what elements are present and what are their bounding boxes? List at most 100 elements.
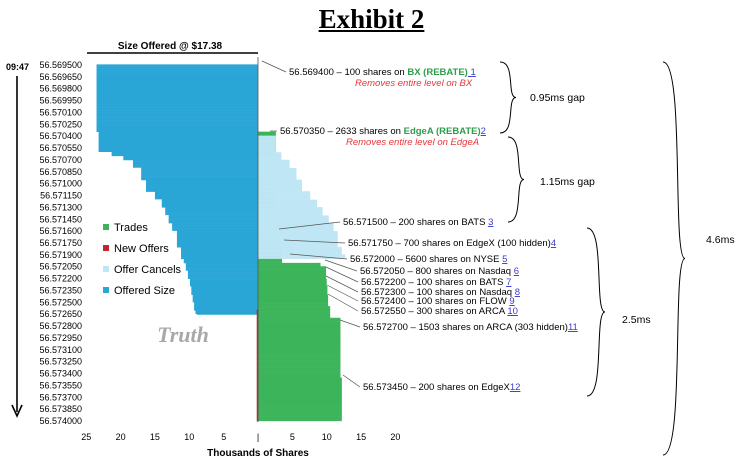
axes-layer: 56.569500 56.569650 56.569800 56.569950 56.5… bbox=[11, 52, 400, 442]
y-tick-label: 56.573700 bbox=[39, 392, 82, 402]
bracket-label: 2.5ms bbox=[622, 314, 651, 326]
y-tick-label: 56.571150 bbox=[40, 191, 82, 201]
y-tick-label: 56.573250 bbox=[39, 357, 82, 367]
y-tick-label: 56.572050 bbox=[39, 262, 82, 272]
annotation-leader bbox=[325, 275, 359, 293]
annotation-part[interactable]: 3 bbox=[488, 217, 493, 228]
annotation-leader bbox=[283, 239, 346, 244]
annotation-part[interactable]: 2 bbox=[481, 126, 486, 137]
y-tick-label: 56.569950 bbox=[39, 96, 82, 106]
annotation-part: 56.572400 – 100 shares on FLOW bbox=[361, 296, 509, 307]
annotation-leader bbox=[339, 319, 361, 328]
annotation-leader bbox=[324, 259, 358, 272]
y-tick-label: 56.571600 bbox=[39, 226, 82, 236]
bracket-brace bbox=[586, 227, 606, 397]
bars-layer bbox=[96, 64, 346, 422]
annotation-leader bbox=[342, 374, 361, 388]
annotation-text: 56.572200 – 100 shares on BATS 7 bbox=[361, 277, 511, 288]
annotation-part: 56.569400 – 100 shares on bbox=[289, 67, 407, 78]
annotation-text: 56.572400 – 100 shares on FLOW 9 bbox=[361, 296, 515, 307]
annotation-part: BX (REBATE) bbox=[407, 67, 468, 78]
x-tick-label: 15 bbox=[356, 432, 366, 442]
bracket-brace bbox=[662, 61, 686, 456]
annotation-leader bbox=[278, 221, 341, 230]
annotation-text: 56.569400 – 100 shares on BX (REBATE) 1 bbox=[289, 67, 476, 78]
annotation-part: 56.572550 – 300 shares on ARCA bbox=[361, 306, 507, 317]
annotation-part: 56.572300 – 100 shares on Nasdaq bbox=[361, 287, 515, 298]
y-tick-label: 56.571450 bbox=[39, 214, 82, 224]
x-tick-label: 5 bbox=[221, 432, 226, 442]
legend-label: Offer Cancels bbox=[114, 264, 182, 276]
y-tick-label: 56.569800 bbox=[39, 84, 82, 94]
x-tick-label: 10 bbox=[184, 432, 194, 442]
annotation-part[interactable]: 8 bbox=[515, 287, 520, 298]
annotation-leader bbox=[289, 253, 348, 260]
y-tick-label: 56.573850 bbox=[39, 404, 82, 414]
annotation-text: 56.572300 – 100 shares on Nasdaq 8 bbox=[361, 287, 520, 298]
bracket-brace bbox=[507, 136, 525, 223]
brackets-layer: 0.95ms gap 1.15ms gap 2.5ms 4.6ms bbox=[499, 61, 735, 456]
annotation-text: 56.572050 – 800 shares on Nasdaq 6 bbox=[360, 266, 519, 277]
bracket-brace bbox=[499, 61, 517, 134]
x-tick-label: 25 bbox=[81, 432, 91, 442]
annotation-text: 56.572550 – 300 shares on ARCA 10 bbox=[361, 306, 518, 317]
x-tick-label: 15 bbox=[150, 432, 160, 442]
annotation-part[interactable]: 10 bbox=[507, 306, 518, 317]
y-tick-label: 56.570850 bbox=[39, 167, 82, 177]
annotation-part[interactable]: 1 bbox=[468, 67, 476, 78]
y-tick-label: 56.572800 bbox=[39, 321, 82, 331]
y-tick-label: 56.570700 bbox=[39, 155, 82, 165]
y-tick-label: 56.570250 bbox=[39, 119, 82, 129]
y-tick-label: 56.571300 bbox=[39, 202, 82, 212]
legend-label: Offered Size bbox=[114, 285, 175, 297]
annotation-leader bbox=[325, 266, 359, 283]
annotation-text: 56.573450 – 200 shares on EdgeX12 bbox=[363, 382, 520, 393]
legend: Trades New Offers Offer Cancels Offered Siz… bbox=[103, 222, 182, 297]
y-tick-label: 56.573550 bbox=[39, 380, 82, 390]
legend-swatch bbox=[103, 245, 109, 251]
y-tick-label: 56.572500 bbox=[39, 297, 82, 307]
annotation-leader bbox=[326, 284, 359, 302]
annotation-text: 56.570350 – 2633 shares on EdgeA (REBATE… bbox=[280, 126, 486, 137]
y-tick-label: 56.574000 bbox=[39, 416, 82, 426]
time-arrow-head bbox=[11, 404, 23, 418]
x-tick-label: 20 bbox=[390, 432, 400, 442]
annotation-leader bbox=[261, 60, 287, 73]
annotation-part: 56.570350 – 2633 shares on bbox=[280, 126, 404, 137]
y-tick-label: 56.572950 bbox=[39, 333, 82, 343]
annotation-text: 56.571750 – 700 shares on EdgeX (100 hid… bbox=[348, 238, 556, 249]
y-tick-label: 56.572350 bbox=[39, 286, 82, 296]
annotation-text: 56.572000 – 5600 shares on NYSE 5 bbox=[350, 254, 507, 265]
annotation-text: 56.571500 – 200 shares on BATS 3 bbox=[343, 217, 493, 228]
y-tick-label: 56.570100 bbox=[39, 108, 82, 118]
x-tick-label: | bbox=[257, 432, 259, 442]
y-tick-label: 56.569650 bbox=[39, 72, 82, 82]
annotation-part[interactable]: 6 bbox=[514, 266, 519, 277]
annotation-subtext: Removes entire level on EdgeA bbox=[346, 137, 479, 148]
legend-label: Trades bbox=[114, 222, 148, 234]
exhibit-title: Exhibit 2 bbox=[318, 4, 425, 34]
watermark-truth: Truth bbox=[157, 322, 209, 347]
y-tick-label: 56.573400 bbox=[39, 369, 82, 379]
annotation-part[interactable]: 7 bbox=[506, 277, 511, 288]
x-axis-label: Thousands of Shares bbox=[207, 448, 309, 459]
y-tick-label: 56.571750 bbox=[39, 238, 82, 248]
y-tick-label: 56.569500 bbox=[39, 60, 82, 70]
annotation-part[interactable]: 11 bbox=[568, 322, 578, 333]
y-tick-label: 56.573100 bbox=[39, 345, 82, 355]
y-tick-label: 56.572200 bbox=[39, 274, 82, 284]
annotation-part[interactable]: 4 bbox=[551, 238, 556, 249]
annotation-part: 56.571750 – 700 shares on EdgeX (100 hid… bbox=[348, 238, 551, 249]
y-tick-label: 56.571900 bbox=[39, 250, 82, 260]
legend-swatch bbox=[103, 224, 109, 230]
legend-swatch bbox=[103, 266, 109, 272]
annotation-text: 56.572700 – 1503 shares on ARCA (303 hid… bbox=[363, 322, 578, 333]
annotation-part[interactable]: 5 bbox=[502, 254, 507, 265]
legend-swatch bbox=[103, 287, 109, 293]
annotation-part: 56.572000 – 5600 shares on NYSE bbox=[350, 254, 502, 265]
annotation-part[interactable]: 9 bbox=[509, 296, 514, 307]
annotation-part: EdgeA (REBATE) bbox=[404, 126, 481, 137]
annotation-part[interactable]: 12 bbox=[510, 382, 521, 393]
y-tick-label: 56.570550 bbox=[39, 143, 82, 153]
